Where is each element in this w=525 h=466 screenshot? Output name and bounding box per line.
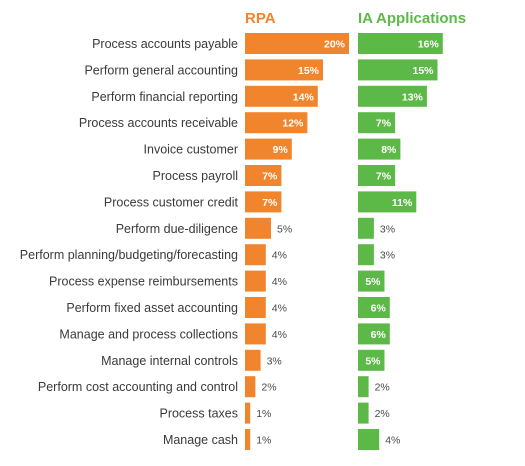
data-label-ia-applications: 8% [381, 144, 397, 156]
bar-ia-applications [358, 33, 443, 54]
bar-ia-applications [358, 323, 390, 345]
data-label-ia-applications: 5% [365, 355, 381, 367]
bar-ia-applications [358, 191, 417, 213]
data-label-rpa: 20% [324, 39, 346, 51]
bar-rpa [245, 33, 349, 54]
data-label-ia-applications: 15% [412, 65, 434, 77]
bar-rpa [245, 244, 266, 266]
data-label-ia-applications: 5% [365, 276, 381, 288]
category-label: Perform planning/budgeting/forecasting [20, 248, 238, 262]
data-label-rpa: 4% [272, 329, 287, 341]
bar-ia-applications [358, 138, 401, 160]
data-label-rpa: 4% [272, 250, 287, 262]
bar-rpa [245, 323, 266, 345]
data-label-rpa: 1% [256, 435, 271, 447]
bar-ia-applications [358, 59, 438, 81]
category-label: Process taxes [159, 407, 238, 421]
bar-rpa [245, 270, 266, 292]
category-label: Manage internal controls [101, 354, 238, 368]
series-title-rpa: RPA [245, 10, 276, 27]
data-label-ia-applications: 6% [371, 329, 387, 341]
data-label-ia-applications: 16% [418, 39, 440, 51]
category-label: Process customer credit [104, 195, 239, 209]
data-label-rpa: 9% [273, 144, 289, 156]
category-label: Perform fixed asset accounting [66, 301, 238, 315]
category-label: Process expense reimbursements [49, 275, 238, 289]
data-label-rpa: 7% [262, 197, 278, 209]
bar-ia-applications [358, 217, 374, 239]
data-label-ia-applications: 7% [376, 171, 392, 183]
bar-rpa [245, 297, 266, 318]
bar-ia-applications [358, 349, 385, 371]
bar-rpa [245, 217, 271, 239]
category-label: Perform financial reporting [91, 90, 238, 104]
data-label-rpa: 4% [272, 303, 287, 315]
category-label: Process payroll [153, 169, 238, 183]
category-label: Process accounts payable [92, 37, 238, 51]
bar-rpa [245, 85, 318, 107]
data-label-rpa: 2% [261, 382, 276, 394]
bar-ia-applications [358, 165, 396, 186]
bar-rpa [245, 429, 251, 450]
category-label: Manage cash [163, 433, 238, 447]
data-label-rpa: 3% [267, 355, 282, 367]
category-label: Perform due-diligence [116, 222, 238, 236]
category-label: Perform cost accounting and control [38, 380, 238, 394]
bar-rpa [245, 402, 251, 424]
bar-ia-applications [358, 244, 374, 266]
bar-rpa [245, 112, 308, 134]
bar-rpa [245, 349, 261, 371]
category-label: Invoice customer [144, 143, 238, 157]
data-label-ia-applications: 11% [392, 197, 413, 209]
category-label: Perform general accounting [84, 63, 238, 77]
data-label-ia-applications: 13% [402, 91, 424, 103]
bar-rpa [245, 191, 282, 213]
category-label: Manage and process collections [59, 327, 238, 341]
data-label-rpa: 4% [272, 276, 287, 288]
bar-rpa [245, 165, 282, 186]
bar-ia-applications [358, 270, 385, 292]
category-label: Process accounts receivable [79, 116, 238, 130]
data-label-rpa: 14% [293, 91, 315, 103]
bar-ia-applications [358, 429, 380, 450]
data-label-ia-applications: 7% [376, 118, 392, 130]
bar-ia-applications [358, 112, 396, 134]
bar-ia-applications [358, 85, 427, 107]
bar-ia-applications [358, 402, 369, 424]
data-label-ia-applications: 4% [385, 435, 400, 447]
bar-rpa [245, 138, 292, 160]
data-label-rpa: 1% [256, 408, 271, 420]
data-label-ia-applications: 6% [371, 303, 387, 315]
data-label-ia-applications: 2% [375, 408, 390, 420]
bar-rpa [245, 59, 323, 81]
bar-rpa [245, 376, 256, 398]
data-label-rpa: 12% [282, 118, 304, 130]
data-label-ia-applications: 2% [375, 382, 390, 394]
bar-ia-applications [358, 297, 390, 318]
data-label-ia-applications: 3% [380, 250, 395, 262]
data-label-ia-applications: 3% [380, 223, 395, 235]
series-title-ia-applications: IA Applications [358, 10, 466, 27]
data-label-rpa: 7% [262, 171, 278, 183]
bar-ia-applications [358, 376, 369, 398]
data-label-rpa: 15% [298, 65, 320, 77]
data-label-rpa: 5% [277, 223, 292, 235]
